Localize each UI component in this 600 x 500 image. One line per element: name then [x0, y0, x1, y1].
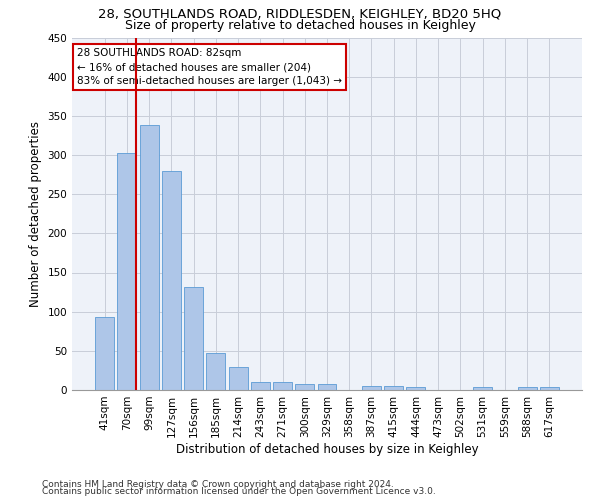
- Bar: [473, 387, 492, 390]
- Bar: [184, 288, 203, 390]
- Text: Size of property relative to detached houses in Keighley: Size of property relative to detached ho…: [125, 18, 475, 32]
- Bar: [206, 353, 225, 390]
- Bar: [140, 125, 158, 390]
- Bar: [406, 387, 425, 390]
- Bar: [518, 387, 536, 390]
- Bar: [251, 382, 270, 390]
- Text: Contains HM Land Registry data © Crown copyright and database right 2024.: Contains HM Land Registry data © Crown c…: [42, 480, 394, 489]
- Bar: [229, 366, 248, 390]
- Bar: [384, 386, 403, 390]
- Bar: [540, 387, 559, 390]
- Bar: [317, 384, 337, 390]
- Bar: [95, 317, 114, 390]
- Bar: [118, 152, 136, 390]
- Bar: [162, 170, 181, 390]
- Text: 28 SOUTHLANDS ROAD: 82sqm
← 16% of detached houses are smaller (204)
83% of semi: 28 SOUTHLANDS ROAD: 82sqm ← 16% of detac…: [77, 48, 342, 86]
- Bar: [273, 382, 292, 390]
- Y-axis label: Number of detached properties: Number of detached properties: [29, 120, 42, 306]
- Bar: [362, 386, 381, 390]
- Text: 28, SOUTHLANDS ROAD, RIDDLESDEN, KEIGHLEY, BD20 5HQ: 28, SOUTHLANDS ROAD, RIDDLESDEN, KEIGHLE…: [98, 8, 502, 20]
- Bar: [295, 384, 314, 390]
- Text: Contains public sector information licensed under the Open Government Licence v3: Contains public sector information licen…: [42, 487, 436, 496]
- X-axis label: Distribution of detached houses by size in Keighley: Distribution of detached houses by size …: [176, 442, 478, 456]
